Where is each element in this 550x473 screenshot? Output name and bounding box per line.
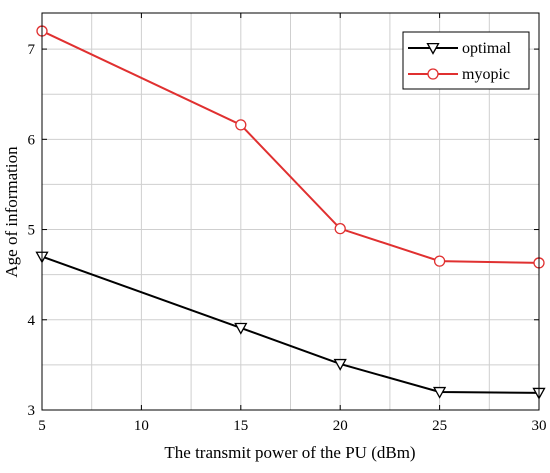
x-tick-label: 10: [134, 418, 149, 434]
data-point-myopic: [433, 255, 446, 267]
ticks: [41, 13, 540, 411]
y-tick-label: 3: [28, 403, 36, 419]
y-tick-label: 6: [28, 132, 36, 148]
data-point-optimal: [432, 386, 447, 399]
legend-box: [402, 31, 530, 90]
legend: optimal myopic: [402, 31, 530, 90]
legend-marker-optimal: [426, 42, 440, 55]
tick-labels: 5 10 15 20 25 30 3 4 5 6 7: [28, 42, 547, 434]
plot-frame: [41, 12, 540, 411]
y-tick-label: 5: [28, 223, 36, 239]
y-tick-label: 7: [28, 42, 36, 58]
data-point-optimal: [234, 322, 248, 335]
legend-marker-myopic: [427, 68, 439, 80]
y-axis-title: Age of information: [2, 146, 21, 278]
data-point-myopic: [235, 119, 247, 131]
legend-label-myopic: myopic: [462, 66, 510, 83]
x-axis-title: The transmit power of the PU (dBm): [164, 443, 415, 462]
x-tick-label: 15: [233, 418, 248, 434]
data-point-optimal: [333, 358, 347, 371]
legend-label-optimal: optimal: [462, 40, 511, 57]
x-tick-label: 20: [333, 418, 348, 434]
data-point-myopic: [334, 222, 346, 235]
series-optimal: [35, 251, 546, 400]
x-tick-label: 30: [532, 418, 547, 434]
x-tick-label: 5: [38, 418, 46, 434]
y-tick-label: 4: [28, 313, 36, 329]
x-tick-label: 25: [432, 418, 447, 434]
